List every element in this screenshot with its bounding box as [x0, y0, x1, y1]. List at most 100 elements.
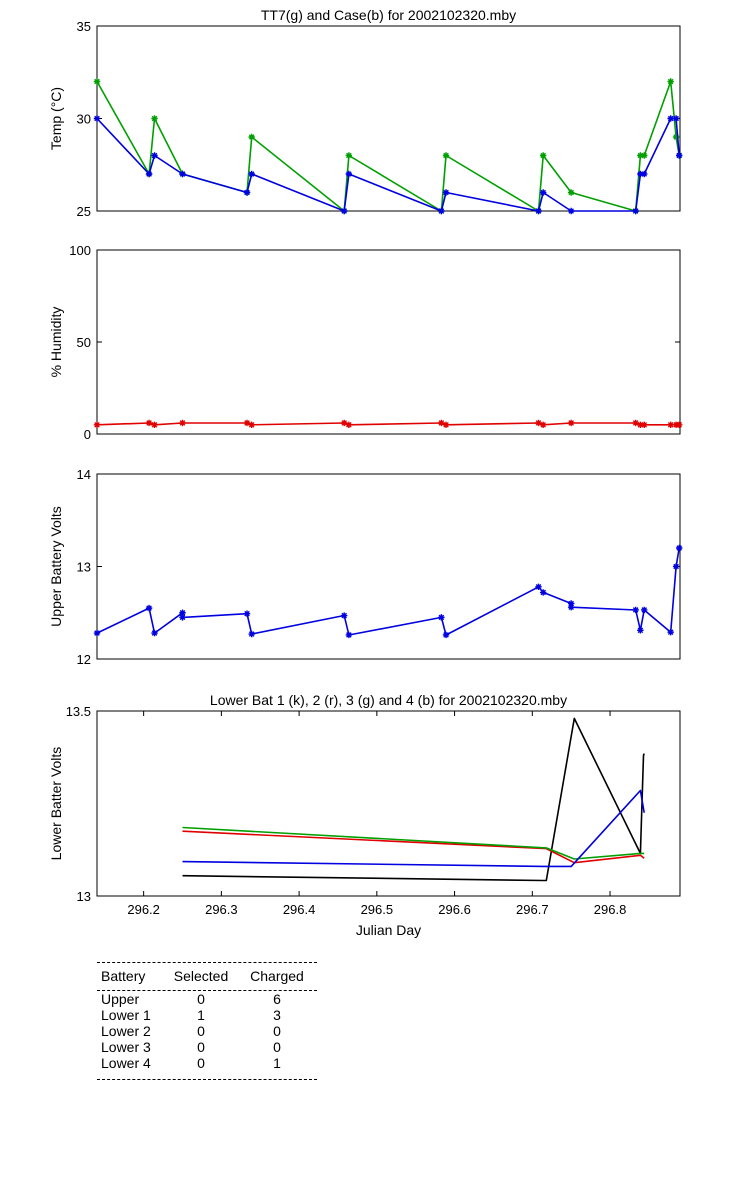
chart-upper-series-0-point: [179, 609, 186, 616]
chart-upper-series-0-point: [179, 614, 186, 621]
chart-upper-series-0-point: [632, 606, 639, 614]
row-battery: Lower 2: [101, 1023, 151, 1039]
chart-humidity-series-0-point: [438, 419, 445, 427]
chart-humidity-ytick-label: 100: [69, 243, 91, 258]
row-charged: 3: [273, 1007, 281, 1023]
chart-lower-xtick-label: 296.3: [205, 902, 238, 917]
chart-upper-series-0-point: [93, 629, 101, 637]
chart-temp-series-1-point: [637, 170, 644, 178]
chart-temp-series-1-point: [676, 152, 683, 159]
chart-lower-xtick-label: 296.8: [594, 902, 627, 917]
chart-lower-xtick-label: 296.4: [283, 902, 316, 917]
row-battery: Lower 1: [101, 1007, 151, 1023]
chart-temp-series-1-point: [179, 170, 186, 178]
chart-humidity-series-0-point: [632, 419, 639, 427]
chart-temp-ytick-label: 35: [77, 19, 91, 34]
chart-temp-series-0-point: [672, 133, 680, 141]
table-rule-bottom: [97, 1079, 317, 1080]
chart-upper-series-0-point: [637, 627, 644, 634]
chart-temp-series-1-point: [243, 189, 251, 196]
chart-temp-series-0-point: [345, 152, 353, 159]
row-selected: 0: [197, 1055, 205, 1071]
chart-upper-series-0-point: [567, 600, 575, 607]
row-selected: 0: [197, 1039, 205, 1055]
chart-temp-series-1-point: [632, 207, 639, 215]
chart-temp-series-1-point: [438, 207, 445, 215]
table-row: Lower 3 0 0: [97, 1039, 317, 1055]
chart-temp-ytick-label: 25: [77, 204, 91, 219]
chart-temp-series-1-point: [340, 207, 348, 215]
table-row: Lower 2 0 0: [97, 1023, 317, 1039]
chart-temp-series-1-point: [145, 170, 153, 178]
chart-upper-series-0-point: [345, 631, 353, 639]
chart-humidity-series-0-point: [345, 421, 353, 428]
row-battery: Lower 4: [101, 1055, 151, 1071]
chart-lower-frame: [96, 710, 681, 897]
chart-upper-series-0-point: [145, 604, 153, 612]
chart-humidity-series-0-point: [145, 419, 153, 427]
chart-upper-series-0-point: [248, 630, 255, 638]
chart-temp-series-0-line: [96, 80, 680, 212]
row-charged: 6: [273, 991, 281, 1007]
chart-lower-xtick-label: 296.2: [127, 902, 160, 917]
chart-humidity-series-0-point: [567, 419, 575, 427]
chart-temp-series-1-point: [345, 170, 353, 178]
row-battery: Lower 3: [101, 1039, 151, 1055]
chart-upper-series-0-point: [676, 544, 683, 552]
chart-lower-xtick-label: 296.7: [516, 902, 549, 917]
chart-upper-series-0-point: [340, 612, 348, 619]
chart-humidity-series-0-point: [535, 419, 542, 427]
chart-humidity-ytick-label: 50: [77, 335, 91, 350]
chart-temp-series-1-point: [93, 115, 101, 122]
chart-humidity-series-0-point: [179, 419, 186, 427]
chart-humidity-series-0-point: [539, 421, 547, 428]
chart-upper-ytick-label: 12: [77, 652, 91, 667]
chart-temp-frame: [96, 25, 681, 212]
chart-humidity-series-0-point: [667, 421, 674, 428]
table-row: Upper 0 6: [97, 991, 317, 1007]
chart-lower-ylabel: Lower Batter Volts: [48, 747, 64, 861]
charts-canvas: 25 30 35 TT7(g) and Case(b) for 2002102320.…: [48, 7, 683, 938]
chart-upper-series-0-point: [567, 604, 575, 611]
table-rule-mid: [97, 990, 317, 991]
table-header-row: Battery Selected Charged: [97, 963, 317, 990]
chart-humidity-series-0-point: [151, 421, 158, 428]
header-selected: Selected: [173, 968, 229, 984]
chart-temp-series-0-point: [667, 78, 674, 85]
chart-humidity-series-0-point: [243, 419, 251, 427]
chart-lower-ytick-label: 13: [77, 889, 91, 904]
chart-humidity-series-0-point: [637, 421, 644, 428]
chart-humidity-series-0-point: [248, 421, 255, 428]
chart-upper-series-0-point: [667, 628, 674, 636]
chart-temp-ylabel: Temp (°C): [48, 87, 64, 150]
table-row: Lower 1 1 3: [97, 1007, 317, 1023]
chart-temp-series-0-point: [93, 78, 101, 85]
chart-upper-series-0-point: [672, 563, 680, 570]
chart-temp-series-1-point: [641, 170, 648, 178]
chart-humidity-series-0-point: [93, 421, 101, 428]
chart-lower-series-1-line: [182, 830, 645, 864]
chart-upper-ytick-label: 13: [77, 560, 91, 575]
chart-temp-series-1-point: [667, 115, 674, 122]
chart-lower-series-3-line: [182, 789, 645, 868]
chart-lower-ytick-label: 13.5: [66, 704, 91, 719]
header-charged: Charged: [250, 968, 304, 984]
chart-lower-series-2-line: [182, 826, 645, 860]
row-selected: 0: [197, 991, 205, 1007]
chart-temp-series-1-point: [151, 152, 158, 159]
chart-temp-series-0-point: [567, 189, 575, 196]
chart-temp-series-1-point: [248, 170, 255, 178]
chart-upper-ytick-label: 14: [77, 467, 91, 482]
chart-upper-series-0-point: [442, 631, 450, 639]
chart-humidity-ylabel: % Humidity: [48, 307, 64, 378]
chart-temp-title: TT7(g) and Case(b) for 2002102320.mby: [261, 7, 516, 23]
table-row: Lower 4 0 1: [97, 1055, 317, 1079]
chart-lower-title: Lower Bat 1 (k), 2 (r), 3 (g) and 4 (b) …: [210, 692, 567, 708]
chart-temp-series-0-point: [442, 152, 450, 159]
chart-humidity-series-0-point: [676, 421, 683, 428]
chart-humidity-frame: [96, 249, 681, 435]
chart-humidity-series-0-point: [641, 421, 648, 428]
row-charged: 0: [273, 1023, 281, 1039]
row-charged: 1: [273, 1055, 281, 1071]
chart-upper-series-0-point: [539, 589, 547, 596]
